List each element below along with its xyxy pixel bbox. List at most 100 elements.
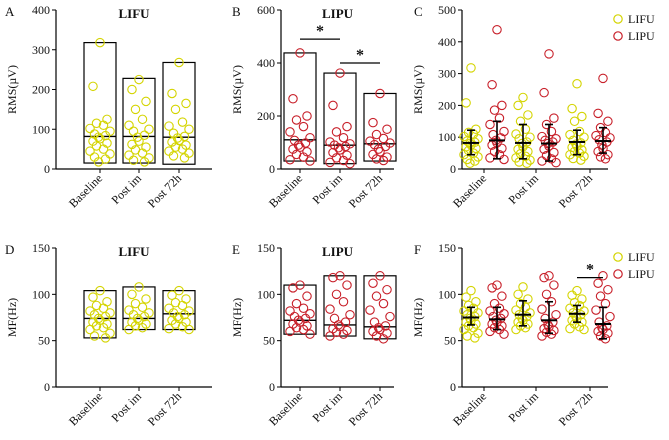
data-point [139, 157, 150, 167]
data-point [302, 291, 312, 301]
data-point [465, 158, 475, 169]
data-point [291, 149, 302, 160]
x-tick-label: Post 72h [346, 171, 385, 210]
data-point [93, 157, 104, 167]
data-point [499, 329, 509, 339]
data-point [179, 153, 190, 163]
x-tick-label: Baseline [450, 389, 489, 428]
data-point [95, 285, 105, 296]
data-point [375, 271, 385, 281]
range-bar [83, 290, 117, 339]
data-point [525, 132, 535, 142]
data-point [98, 120, 109, 131]
panel-e: 0 50 100 150 Baseline Post im Post 72h MF(Hz) E L… [230, 241, 397, 429]
chart-title: LIFU [118, 244, 150, 259]
data-point [137, 114, 148, 125]
y-axis-label: MF(Hz) [5, 298, 19, 337]
data-point [598, 271, 608, 281]
data-point [132, 132, 143, 142]
data-point [305, 309, 315, 319]
data-point [569, 116, 580, 127]
panel-a: 0 100 200 300 400 Baseline Post im Post 72h RMS(… [5, 3, 212, 211]
data-point [338, 329, 349, 339]
data-point [520, 322, 531, 333]
data-point [511, 129, 521, 139]
y-axis-label: MF(Hz) [230, 298, 244, 337]
data-point [544, 49, 554, 59]
data-point [184, 124, 194, 135]
data-point [177, 117, 188, 127]
data-point [85, 123, 95, 134]
x-tick-label: Post 72h [346, 389, 385, 428]
data-point [485, 119, 495, 130]
data-point [549, 113, 559, 123]
data-point [174, 285, 184, 296]
data-point [539, 87, 549, 98]
data-point [302, 147, 312, 157]
data-point [598, 73, 608, 84]
data-point [345, 158, 355, 169]
data-point [537, 331, 547, 341]
panel-label: A [5, 4, 15, 19]
data-point [124, 120, 134, 131]
y-tick-label: 0 [450, 162, 456, 176]
data-point [489, 146, 500, 157]
panel-label: E [232, 242, 240, 257]
data-point [98, 322, 109, 333]
significance-star: * [356, 47, 364, 64]
data-point [328, 272, 338, 283]
data-point [291, 298, 302, 309]
data-point [128, 155, 139, 166]
data-point [368, 278, 378, 288]
data-point [335, 68, 345, 78]
data-point [335, 145, 345, 155]
data-point [338, 132, 349, 143]
range-bar [122, 77, 156, 164]
data-point [473, 328, 483, 339]
data-point [513, 100, 523, 111]
data-point [168, 151, 179, 161]
data-point [325, 331, 335, 341]
significance-star: * [586, 262, 594, 279]
range-bar [323, 72, 357, 165]
data-point [130, 104, 141, 115]
y-tick-label: 300 [438, 67, 456, 81]
x-tick-label: Post 72h [556, 389, 595, 428]
data-point [89, 331, 100, 341]
data-point [305, 329, 315, 339]
data-point [365, 305, 375, 315]
y-tick-label: 200 [438, 98, 456, 112]
y-tick-label: 200 [257, 109, 275, 123]
data-point [164, 146, 174, 156]
data-point [487, 283, 497, 293]
y-axis-label: MF(Hz) [411, 298, 425, 337]
range-bar [83, 41, 117, 164]
data-point [305, 156, 315, 166]
x-tick-label: Post im [506, 171, 542, 207]
data-point [369, 317, 380, 327]
data-point [497, 100, 507, 111]
data-point [518, 282, 528, 292]
data-point [572, 79, 582, 89]
data-point [88, 292, 98, 302]
data-point [537, 304, 547, 314]
data-point [342, 280, 352, 290]
data-point [124, 305, 134, 315]
data-point [105, 149, 115, 159]
data-point [342, 150, 352, 160]
data-point [167, 137, 177, 147]
data-point [497, 291, 507, 301]
y-tick-label: 600 [257, 3, 275, 17]
data-point [102, 296, 112, 307]
data-point [499, 126, 509, 137]
data-point [380, 141, 391, 152]
x-tick-label: Baseline [266, 389, 305, 428]
data-point [340, 141, 351, 152]
data-point [144, 124, 154, 135]
data-point [105, 328, 115, 339]
data-point [375, 88, 385, 99]
data-point [331, 289, 342, 300]
data-point [285, 306, 295, 316]
range-bar [162, 61, 196, 165]
